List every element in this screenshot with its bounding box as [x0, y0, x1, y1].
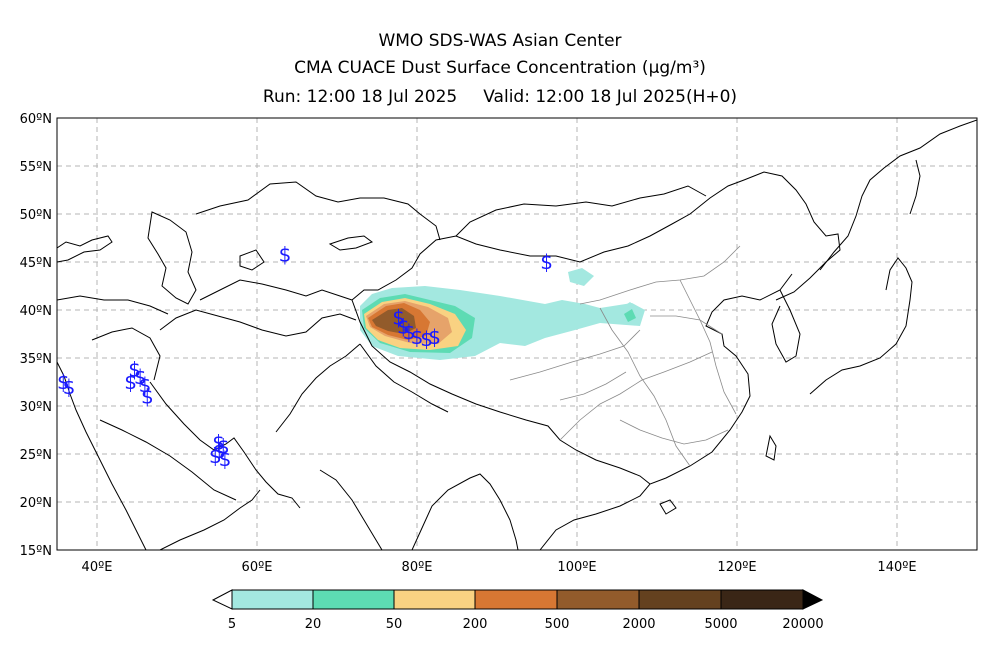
valid-time: Valid: 12:00 18 Jul 2025(H+0): [483, 87, 738, 107]
lake-balkhash: [328, 235, 374, 251]
border-saudi: [99, 419, 237, 501]
coastline-india: [319, 469, 383, 550]
coastline-aral: [239, 249, 265, 271]
dust-station-symbol: $: [212, 430, 225, 454]
lon-label: 140ºE: [877, 560, 916, 575]
colorbar-bin: [720, 589, 804, 610]
border-turkey: [57, 295, 169, 315]
lon-label: 40ºE: [82, 560, 113, 575]
colorbar-tick: 20: [305, 617, 322, 632]
coastline-russia-east: [819, 119, 977, 271]
lat-label: 25ºN: [20, 448, 52, 463]
lat-label: 35ºN: [20, 352, 52, 367]
map-outlines: [57, 119, 977, 550]
border-china: [351, 171, 841, 301]
dust-concentration-field: [360, 268, 645, 360]
dust-station-symbol: $: [403, 320, 416, 344]
border-pakistan: [275, 343, 361, 433]
dust-station-symbol: $: [428, 325, 441, 349]
coastline-hainan: [659, 499, 677, 515]
border-iran-afghan: [159, 309, 357, 337]
lat-label: 40ºN: [20, 304, 52, 319]
coastline-arabia-south: [159, 489, 261, 550]
title-line-2: CMA CUACE Dust Surface Concentration (μg…: [294, 58, 706, 78]
border-central-asia: [199, 279, 353, 301]
title-line-1: WMO SDS-WAS Asian Center: [378, 31, 622, 51]
coastline-mediterranean: [57, 235, 113, 263]
coastline-persian-gulf: [149, 381, 301, 509]
colorbar-bin: [638, 589, 722, 610]
border-mongolia: [455, 185, 707, 237]
coastline-japan: [809, 257, 913, 395]
border-china-south: [351, 299, 651, 485]
lon-label: 100ºE: [557, 560, 596, 575]
dust-station-symbol: $: [279, 242, 292, 266]
coastline-southeast-asia: [539, 273, 793, 550]
coastline-levant-redsea: [57, 361, 147, 550]
colorbar-min-arrow: [211, 589, 233, 610]
dust-contour-20b: [624, 309, 636, 322]
colorbar-bin: [312, 589, 395, 610]
colorbar-tick: 5000: [704, 617, 737, 632]
dust-station-symbol: $: [141, 384, 154, 408]
title-line-3: Run: 12:00 18 Jul 2025 Valid: 12:00 18 Ju…: [0, 87, 1000, 107]
dust-station-symbol: $: [128, 358, 141, 382]
province-lines: [509, 245, 741, 467]
border-india-north: [359, 343, 449, 413]
dust-station-symbol: $: [392, 306, 405, 330]
dust-station-symbol: $: [139, 373, 152, 397]
dust-station-symbol: $: [213, 439, 226, 463]
lat-label: 20ºN: [20, 496, 52, 511]
coastline-caspian: [147, 211, 197, 305]
dust-station-symbol: $: [411, 325, 424, 349]
colorbar-bin: [474, 589, 558, 610]
colorbar-tick: 5: [228, 617, 236, 632]
lat-label: 60ºN: [20, 112, 52, 127]
dust-station-markers: $ $$$$$$$$$$$$$$$$$$$: [57, 242, 553, 470]
dust-station-symbol: $: [217, 434, 230, 458]
dust-station-symbol: $: [420, 327, 433, 351]
lon-label: 60ºE: [242, 560, 273, 575]
dust-station-symbol: $: [219, 447, 232, 471]
coastline-sakhalin: [909, 159, 921, 215]
coastline-bay-of-bengal: [411, 473, 519, 550]
colorbar-bin: [556, 589, 640, 610]
dust-station-symbol: $: [57, 370, 70, 394]
latitude-labels: 60ºN 55ºN 50ºN 45ºN 40ºN 35ºN 30ºN 25ºN …: [20, 112, 52, 559]
dust-station-symbol: $: [209, 444, 222, 468]
colorbar-labels: 5 20 50 200 500 2000 5000 20000: [228, 617, 824, 632]
dust-contour-2000: [372, 308, 416, 334]
colorbar-tick: 200: [463, 617, 488, 632]
colorbar-max-arrow: [802, 589, 824, 610]
lat-label: 50ºN: [20, 208, 52, 223]
colorbar-tick: 50: [386, 617, 403, 632]
dust-station-symbol: $: [397, 314, 410, 338]
dust-station-symbol: $: [124, 370, 137, 394]
colorbar-tick: 2000: [622, 617, 655, 632]
lat-label: 15ºN: [20, 544, 52, 559]
lat-label: 45ºN: [20, 256, 52, 271]
dust-station-symbol: $: [540, 250, 553, 274]
run-time: Run: 12:00 18 Jul 2025: [262, 87, 458, 107]
colorbar-bin: [231, 589, 314, 610]
dust-contour-5b: [568, 268, 594, 286]
colorbar: [211, 589, 824, 610]
lon-label: 120ºE: [717, 560, 756, 575]
border-iraq: [91, 327, 161, 381]
dust-station-symbol: $: [63, 375, 76, 399]
lat-label: 55ºN: [20, 160, 52, 175]
colorbar-bin: [393, 589, 476, 610]
longitude-labels: 40ºE 60ºE 80ºE 100ºE 120ºE 140ºE: [82, 560, 917, 575]
dust-station-symbol: $: [134, 365, 147, 389]
coastline-korea: [771, 289, 801, 363]
map-frame: [56, 117, 978, 551]
lat-label: 30ºN: [20, 400, 52, 415]
colorbar-tick: 20000: [782, 617, 823, 632]
lon-label: 80ºE: [402, 560, 433, 575]
coastline-taiwan: [765, 434, 777, 461]
border-kazakhstan: [195, 181, 441, 241]
colorbar-tick: 500: [545, 617, 570, 632]
